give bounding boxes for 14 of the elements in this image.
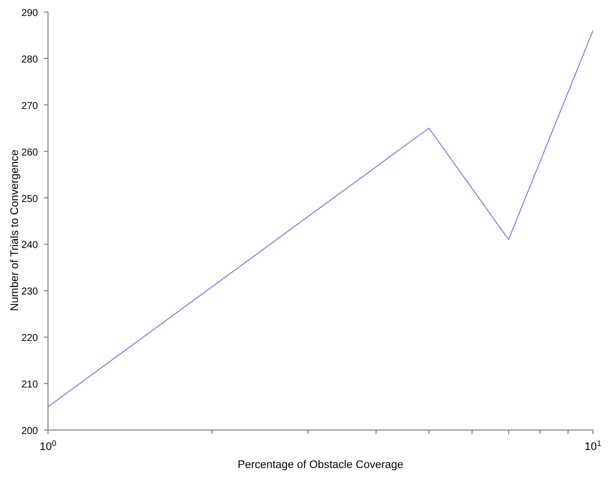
y-tick-label: 280	[21, 54, 38, 66]
y-tick-label: 260	[21, 147, 38, 158]
y-axis-title: Number of Trials to Convergence	[8, 150, 21, 311]
y-tick-label: 230	[21, 286, 38, 298]
x-tick-label: 10$^{0}$	[40, 438, 57, 453]
y-tick-label: 290	[21, 8, 38, 19]
y-tick-label: 240	[21, 240, 38, 252]
y-tick-label: 270	[21, 100, 38, 112]
y-tick-label: 220	[21, 333, 38, 344]
x-axis-title: Percentage of Obstacle Coverage	[238, 459, 404, 471]
y-tick-label: 200	[21, 426, 38, 437]
x-tick-label: 10$^{1}$	[584, 438, 602, 453]
y-tick-label: 250	[21, 194, 38, 205]
y-tick-label: 210	[21, 380, 38, 391]
